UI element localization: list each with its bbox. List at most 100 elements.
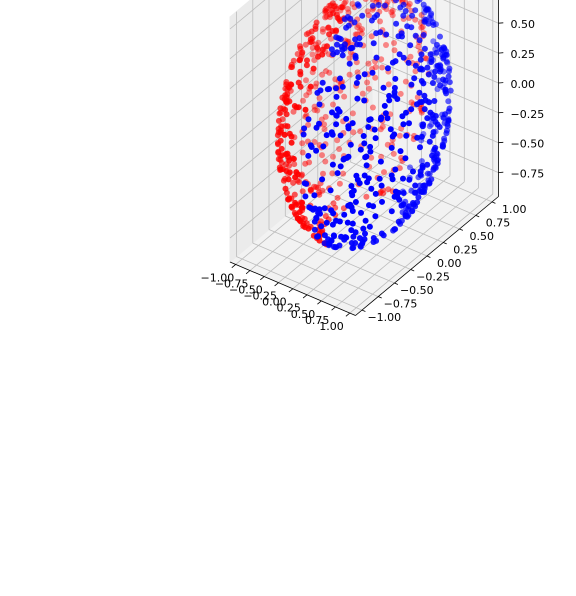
point-red [423,55,430,62]
point-red [321,121,328,128]
point-blue [386,97,393,104]
point-red [299,49,306,56]
point-blue [414,0,421,5]
point-red [322,158,329,165]
point-blue [414,101,420,108]
point-blue [427,51,434,58]
point-blue [341,16,348,23]
point-blue [356,35,363,42]
point-red [358,30,365,37]
point-blue [391,226,398,233]
point-blue [301,125,308,132]
point-blue [428,10,435,17]
point-blue [416,89,423,96]
point-blue [386,92,393,99]
point-blue [444,123,451,129]
point-blue [315,233,322,240]
point-blue [362,217,369,224]
point-blue [397,4,404,11]
point-blue [358,209,364,216]
point-red [357,27,364,34]
point-blue [327,187,334,194]
point-blue [350,233,357,240]
point-blue [357,41,363,48]
y-tick-label: −0.25 [416,271,450,284]
point-blue [410,168,416,175]
point-blue [326,86,333,92]
z-tick-label: 0.25 [511,48,536,61]
point-blue [343,115,350,122]
point-blue [329,109,335,116]
point-blue [445,98,452,105]
point-red [323,68,329,75]
x-tick-label: 0.25 [276,302,301,315]
point-blue [429,132,436,139]
point-blue [313,214,320,221]
point-blue [444,59,451,66]
point-blue [337,163,344,170]
point-blue [316,120,322,127]
point-blue [391,193,398,200]
point-red [359,90,366,97]
point-blue [389,59,396,66]
point-red [299,149,306,156]
point-blue [362,230,368,237]
point-blue [388,208,395,215]
point-red [344,5,351,12]
point-red [378,153,385,160]
grid-line [333,175,460,230]
point-blue [355,2,362,9]
point-red [330,101,336,108]
point-blue [388,144,395,151]
point-blue [379,198,385,205]
point-red [288,133,295,140]
point-red [328,35,334,42]
scatter-points [274,0,454,252]
point-red [368,154,375,161]
point-red [349,0,356,7]
point-blue [353,80,360,86]
point-blue [357,146,364,153]
point-red [303,62,310,69]
point-blue [313,147,320,154]
point-blue [397,148,404,155]
point-blue [305,116,312,123]
point-red [352,31,359,38]
point-blue [321,205,328,212]
point-blue [398,202,405,209]
point-red [316,95,323,101]
point-blue [347,201,354,208]
y-tick-mark [459,228,464,231]
point-blue [369,2,376,9]
point-red [296,57,303,63]
point-blue [439,143,446,150]
point-red [311,103,318,110]
point-blue [352,199,359,205]
point-blue [337,132,344,139]
point-blue [348,240,355,246]
point-red [347,49,354,56]
point-blue [311,226,318,233]
point-blue [428,121,435,128]
point-red [284,123,291,130]
point-blue [365,124,372,130]
point-red [319,28,326,35]
point-red [402,78,409,85]
grid-line [443,0,499,24]
point-red [309,51,316,58]
point-red [364,79,371,86]
point-blue [405,59,412,66]
point-blue [418,78,425,84]
point-red [295,171,301,178]
point-blue [339,46,346,53]
grid-line [229,0,338,90]
point-red [336,180,343,187]
point-blue [418,158,425,165]
point-blue [421,45,428,52]
point-blue [316,206,323,213]
point-blue [429,152,436,159]
point-blue [406,120,412,127]
z-tick-label: −0.75 [511,168,545,181]
point-blue [351,19,358,26]
